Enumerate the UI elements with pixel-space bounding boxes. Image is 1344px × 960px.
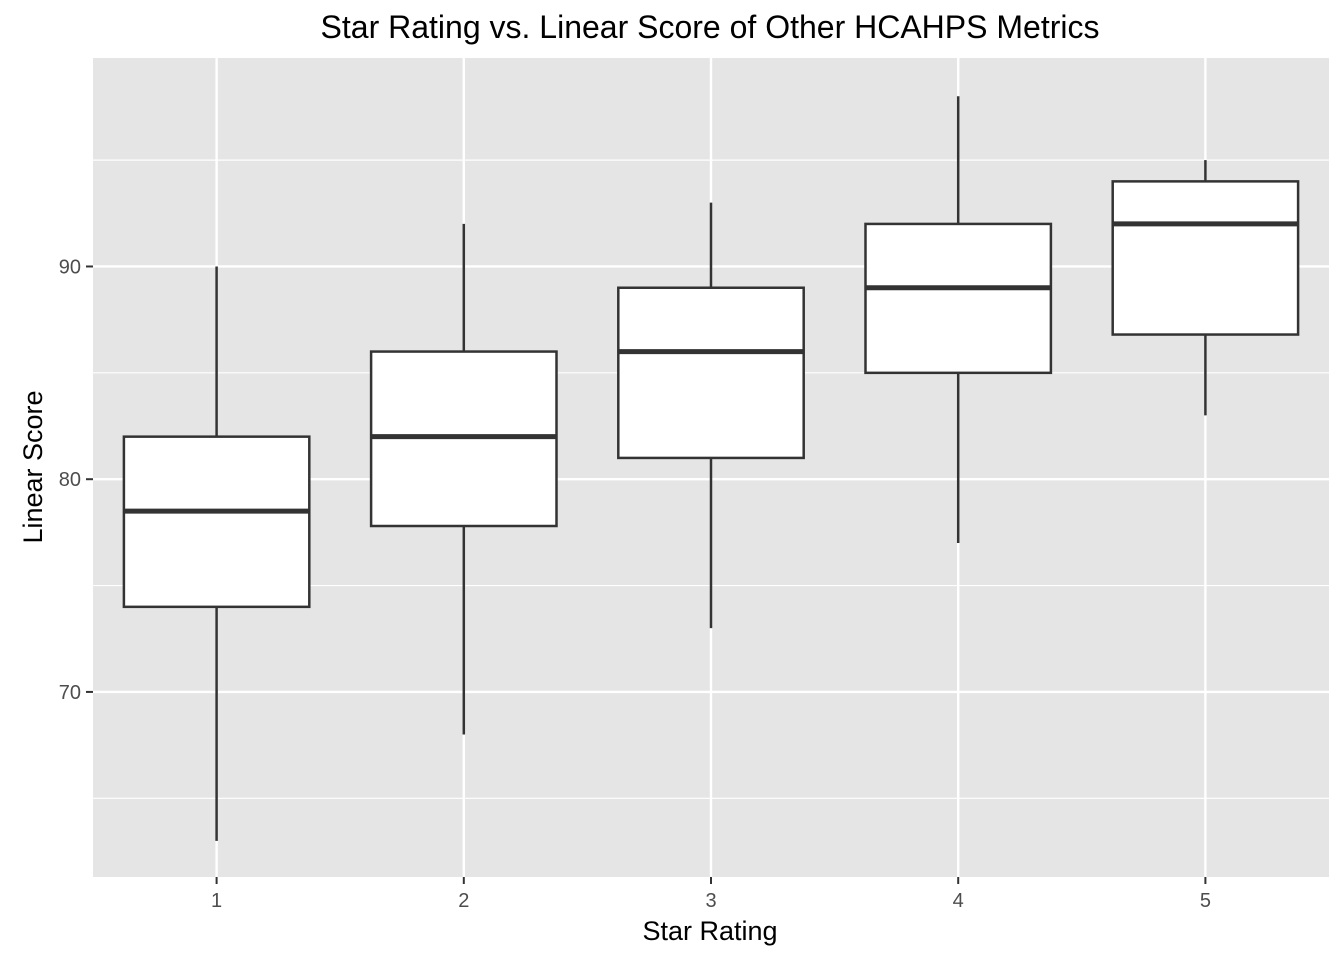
x-tick-label: 1: [211, 890, 222, 912]
axes-layer: 70 80 90 1 2 3 4 5: [59, 256, 1211, 912]
box-2: [369, 223, 558, 735]
x-tick-label: 4: [953, 890, 964, 912]
x-tick-label: 3: [705, 890, 716, 912]
iqr-box: [1111, 180, 1300, 336]
box-1: [122, 266, 311, 841]
y-axis-title: Linear Score: [18, 390, 48, 543]
box-3: [617, 202, 805, 629]
box-4: [864, 96, 1053, 544]
x-tick-label: 2: [458, 890, 469, 912]
boxes-layer: [122, 96, 1300, 841]
x-tick-label: 5: [1200, 890, 1211, 912]
iqr-box: [617, 286, 805, 460]
y-tick-label: 70: [59, 682, 81, 704]
x-axis-title: Star Rating: [642, 916, 777, 946]
chart-title: Star Rating vs. Linear Score of Other HC…: [321, 9, 1100, 45]
y-tick-label: 90: [59, 256, 81, 278]
box-5: [1111, 160, 1300, 416]
y-tick-label: 80: [59, 469, 81, 491]
iqr-box: [864, 222, 1053, 375]
iqr-box: [122, 435, 311, 609]
